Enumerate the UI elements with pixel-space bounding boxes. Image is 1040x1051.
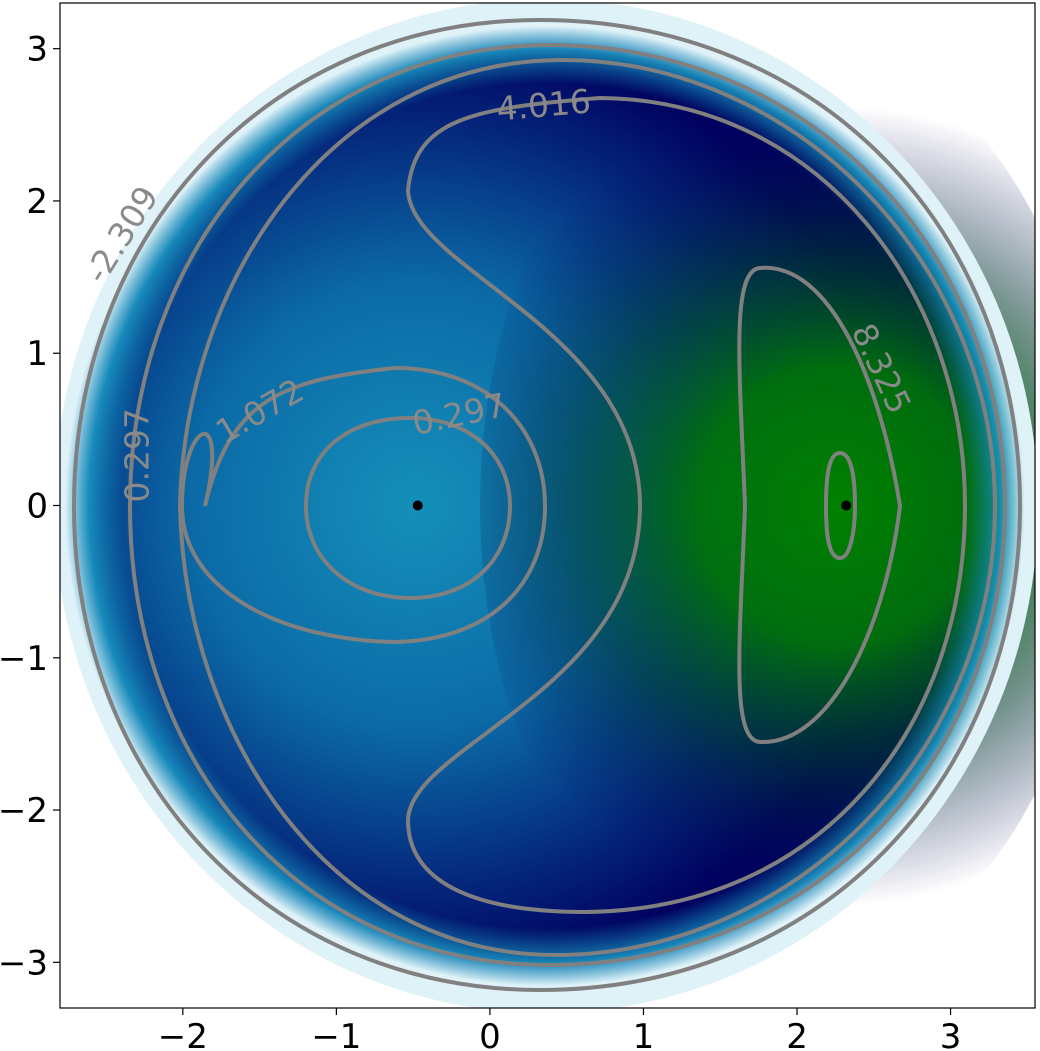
- x-tick-label: 1: [633, 1017, 655, 1051]
- y-tick-label: −3: [0, 943, 48, 983]
- contour-inner-ring: [177, 57, 998, 958]
- y-tick-label: −2: [0, 791, 48, 831]
- y-tick-label: 2: [26, 182, 48, 222]
- critical-point-marker: [841, 500, 852, 511]
- x-tick-label: −2: [158, 1017, 208, 1051]
- contour-figure-eight: [179, 365, 548, 645]
- contour-peak: [823, 450, 858, 561]
- contour-middle-ring: [127, 42, 1008, 968]
- axis-ticks: −2 −1 0 1 2 3 3 2 1 0 −1 −2 −3: [0, 30, 961, 1051]
- y-tick-label: 1: [26, 334, 48, 374]
- heatmap-layer: [60, 3, 1035, 1008]
- contour-lines: [71, 17, 1023, 993]
- contour-label: 0.297: [117, 408, 156, 502]
- x-tick-label: 2: [786, 1017, 808, 1051]
- heatmap-edge-fade: [60, 3, 1035, 1008]
- critical-point-marker: [412, 500, 423, 511]
- contour-outer-ring: [71, 17, 1023, 993]
- y-tick-label: 0: [26, 487, 48, 527]
- y-tick-label: −1: [0, 639, 48, 679]
- y-tick-label: 3: [26, 30, 48, 70]
- x-tick-label: 3: [940, 1017, 962, 1051]
- x-tick-label: −1: [311, 1017, 361, 1051]
- x-tick-label: 0: [479, 1017, 501, 1051]
- contour-green-region: [737, 265, 903, 745]
- contour-crescent: [405, 95, 968, 915]
- contour-label: 4.016: [495, 81, 593, 128]
- contour-left-loop: [303, 415, 513, 601]
- critical-points: [412, 500, 852, 511]
